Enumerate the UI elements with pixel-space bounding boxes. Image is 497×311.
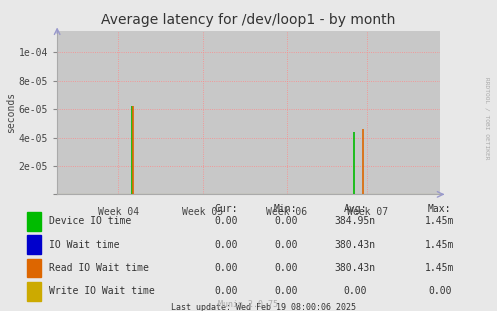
Text: RRDTOOL / TOBI OETIKER: RRDTOOL / TOBI OETIKER (485, 77, 490, 160)
Text: 384.95n: 384.95n (335, 216, 376, 226)
Text: Max:: Max: (428, 204, 452, 214)
Text: 0.00: 0.00 (214, 239, 238, 249)
Text: 1.45m: 1.45m (425, 239, 455, 249)
Text: 0.00: 0.00 (214, 286, 238, 296)
Text: IO Wait time: IO Wait time (49, 239, 119, 249)
Text: 0.00: 0.00 (343, 286, 367, 296)
Text: Week 06: Week 06 (266, 207, 307, 217)
Text: Week 07: Week 07 (346, 207, 388, 217)
Text: 0.00: 0.00 (274, 239, 298, 249)
Text: Min:: Min: (274, 204, 298, 214)
Text: Write IO Wait time: Write IO Wait time (49, 286, 155, 296)
FancyBboxPatch shape (27, 282, 41, 300)
Text: Last update: Wed Feb 19 08:00:06 2025: Last update: Wed Feb 19 08:00:06 2025 (171, 303, 356, 311)
Text: 1.45m: 1.45m (425, 263, 455, 273)
Text: 0.00: 0.00 (214, 263, 238, 273)
Text: Munin 2.0.75: Munin 2.0.75 (219, 300, 278, 309)
FancyBboxPatch shape (27, 258, 41, 277)
Text: 380.43n: 380.43n (335, 239, 376, 249)
Text: Avg:: Avg: (343, 204, 367, 214)
Text: 380.43n: 380.43n (335, 263, 376, 273)
Text: 0.00: 0.00 (274, 263, 298, 273)
Text: 0.00: 0.00 (214, 216, 238, 226)
Y-axis label: seconds: seconds (6, 92, 16, 133)
Text: 0.00: 0.00 (428, 286, 452, 296)
Text: Read IO Wait time: Read IO Wait time (49, 263, 149, 273)
Text: Week 05: Week 05 (182, 207, 223, 217)
FancyBboxPatch shape (27, 235, 41, 254)
Text: Device IO time: Device IO time (49, 216, 131, 226)
Title: Average latency for /dev/loop1 - by month: Average latency for /dev/loop1 - by mont… (101, 13, 396, 27)
Text: Cur:: Cur: (214, 204, 238, 214)
Text: 0.00: 0.00 (274, 216, 298, 226)
FancyBboxPatch shape (27, 212, 41, 230)
Text: Week 04: Week 04 (98, 207, 139, 217)
Text: 0.00: 0.00 (274, 286, 298, 296)
Text: 1.45m: 1.45m (425, 216, 455, 226)
